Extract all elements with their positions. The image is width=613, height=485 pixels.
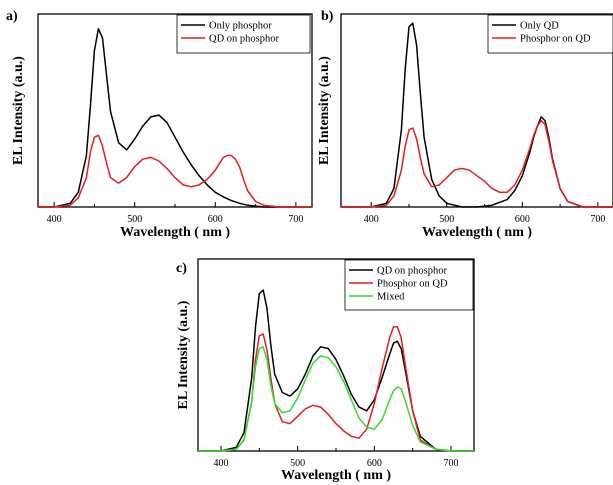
x-tick-label: 700 bbox=[288, 214, 303, 225]
legend: QD on phosphor Phosphor on QD Mixed bbox=[344, 259, 474, 311]
panel-letter: c) bbox=[176, 261, 187, 276]
series-line-phosphor-on-qd bbox=[341, 119, 613, 208]
legend-label: QD on phosphor bbox=[377, 266, 448, 277]
legend-box bbox=[487, 14, 613, 54]
legend: Only phosphor QD on phosphor bbox=[176, 14, 311, 54]
x-tick-label: 400 bbox=[47, 214, 62, 225]
legend-label: QD on phosphor bbox=[209, 34, 280, 45]
panel-letter: a) bbox=[6, 9, 18, 24]
series-line-phosphor-on-qd bbox=[198, 325, 474, 452]
series-line-only-phosphor bbox=[38, 27, 312, 208]
x-axis-label: Wavelength ( nm ) bbox=[281, 468, 391, 483]
legend: Only QD Phosphor on QD bbox=[487, 14, 613, 54]
x-tick-label: 700 bbox=[590, 214, 605, 225]
x-tick-label: 500 bbox=[439, 214, 454, 225]
x-tick-label: 500 bbox=[127, 214, 142, 225]
series-line-qd-on-phosphor bbox=[38, 134, 312, 208]
legend-label: Mixed bbox=[377, 292, 405, 303]
x-tick-label: 400 bbox=[364, 214, 379, 225]
x-axis-label: Wavelength ( nm ) bbox=[120, 225, 230, 240]
legend-box bbox=[344, 259, 474, 311]
series-line-mixed bbox=[198, 346, 474, 452]
x-axis-label: Wavelength ( nm ) bbox=[422, 225, 532, 240]
y-axis-label: EL Intensity (a.u.) bbox=[317, 56, 332, 165]
chart-panel-3: c) 400 500 600 700 Wavelength ( nm ) EL Intens… bbox=[176, 258, 475, 483]
legend-label: Phosphor on QD bbox=[377, 279, 448, 290]
legend-label: Only phosphor bbox=[209, 21, 272, 32]
y-axis-label: EL Intensity (a.u.) bbox=[176, 300, 191, 409]
y-axis-label: EL Intensity (a.u.) bbox=[11, 56, 26, 165]
legend-label: Phosphor on QD bbox=[520, 34, 591, 45]
x-tick-label: 400 bbox=[214, 458, 229, 469]
legend-box bbox=[176, 14, 311, 54]
x-tick-label: 600 bbox=[208, 214, 223, 225]
series-line-qd-on-phosphor bbox=[198, 289, 474, 452]
panel-letter: b) bbox=[321, 9, 334, 24]
x-tick-label: 500 bbox=[290, 458, 305, 469]
legend-label: Only QD bbox=[520, 21, 559, 32]
chart-panel-2: b) 400 500 600 700 Wavelength ( nm ) EL Intens… bbox=[317, 9, 613, 240]
x-tick-label: 600 bbox=[367, 458, 382, 469]
x-tick-label: 600 bbox=[515, 214, 530, 225]
series-line-only-qd bbox=[341, 22, 613, 208]
x-tick-label: 700 bbox=[444, 458, 459, 469]
chart-panel-1: a) 400 500 600 700 Wavelength ( nm ) EL Intens… bbox=[6, 9, 313, 240]
